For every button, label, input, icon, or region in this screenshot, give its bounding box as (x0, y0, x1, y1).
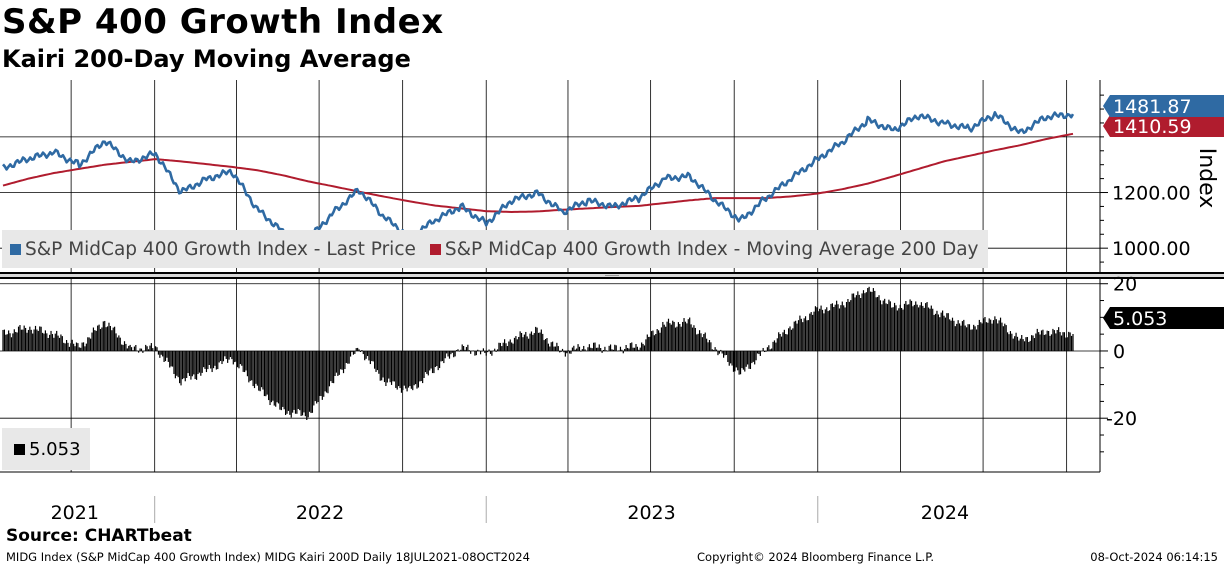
ma-last-value-callout-text: 1410.59 (1113, 116, 1192, 138)
x-tick-label: 2023 (627, 502, 675, 524)
legend-label-kairi: 5.053 (29, 438, 81, 460)
y-tick-label: 1200.00 (1112, 183, 1191, 205)
price-lines (2, 111, 1075, 244)
legend-swatch-kairi (14, 443, 25, 455)
price-last-value-callout: 1481.87 (1103, 95, 1224, 118)
lower-legend: 5.053 (2, 428, 90, 470)
axis-labels: 1000.00 1200.00 Index 20 0 -20 2021 2022 2023 202… (51, 94, 1219, 524)
footer-copyright: Copyright© 2024 Bloomberg Finance L.P. (697, 550, 934, 564)
legend-label-price: S&P MidCap 400 Growth Index - Last Price (25, 238, 416, 260)
x-tick-label: 2022 (296, 502, 344, 524)
footer-timestamp: 08-Oct-2024 06:14:15 (1090, 550, 1218, 564)
ma-last-value-callout: 1410.59 (1103, 115, 1224, 138)
y-tick-label: 20 (1113, 274, 1137, 296)
source-note: Source: CHARTbeat (6, 526, 192, 546)
price-last-value-callout-box (1103, 95, 1224, 117)
panel-frames (0, 80, 1224, 473)
x-tick-label: 2021 (51, 502, 99, 524)
lower-grid (0, 277, 1100, 472)
upper-legend: S&P MidCap 400 Growth Index - Last Price… (2, 230, 988, 268)
y-tick-label: 1000.00 (1112, 238, 1191, 260)
y-axis-title: Index (1194, 148, 1219, 209)
kairi-last-value-callout-box (1103, 306, 1224, 329)
x-tick-label: 2024 (921, 502, 969, 524)
legend-item-price: S&P MidCap 400 Growth Index - Last Price (10, 239, 416, 260)
legend-swatch-price (10, 243, 21, 255)
kairi-last-value-callout-text: 5.053 (1113, 308, 1167, 330)
legend-label-ma: S&P MidCap 400 Growth Index - Moving Ave… (444, 238, 979, 260)
last-price-line (2, 111, 1075, 244)
chart-title: S&P 400 Growth Index (2, 2, 444, 42)
moving-average-line (2, 132, 1074, 214)
legend-swatch-ma (429, 243, 441, 255)
chart-subtitle: Kairi 200-Day Moving Average (2, 45, 411, 73)
y-tick-label: -20 (1106, 408, 1137, 430)
price-last-value-callout-text: 1481.87 (1113, 96, 1192, 118)
legend-item-ma: S&P MidCap 400 Growth Index - Moving Ave… (429, 238, 979, 260)
y-tick-label: 0 (1113, 341, 1125, 363)
kairi-last-value-callout: 5.053 (1103, 306, 1224, 330)
footer-description: MIDG Index (S&P MidCap 400 Growth Index)… (6, 550, 530, 564)
kairi-bars (2, 286, 1074, 421)
ma-last-value-callout-box (1103, 115, 1224, 137)
